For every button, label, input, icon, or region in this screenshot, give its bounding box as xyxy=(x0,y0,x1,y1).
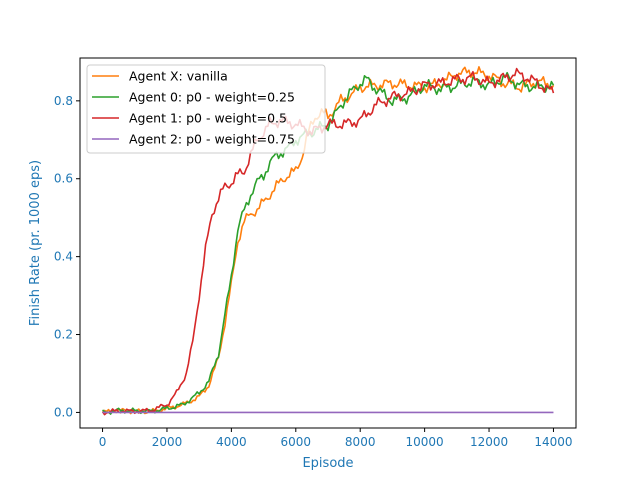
series-line-0 xyxy=(101,66,555,415)
legend-entry-1: Agent 0: p0 - weight=0.25 xyxy=(129,90,295,105)
y-axis-label: Finish Rate (pr. 1000 eps) xyxy=(28,160,43,326)
x-tick-label: 10000 xyxy=(406,435,444,449)
x-tick-label: 12000 xyxy=(470,435,508,449)
series-layer xyxy=(101,66,555,416)
y-tick-label: 0.2 xyxy=(54,328,73,342)
x-axis-label: Episode xyxy=(302,456,353,471)
legend: Agent X: vanilla Agent 0: p0 - weight=0.2… xyxy=(86,64,326,154)
x-tick-label: 8000 xyxy=(345,435,376,449)
x-tick-label: 2000 xyxy=(152,435,183,449)
plot-frame xyxy=(79,57,577,429)
x-tick-label: 0 xyxy=(99,435,107,449)
x-tick-label: 6000 xyxy=(281,435,312,449)
x-axis: 0 2000 4000 6000 8000 10000 12000 14000 xyxy=(99,428,573,449)
x-tick-label: 4000 xyxy=(216,435,247,449)
legend-entry-0: Agent X: vanilla xyxy=(129,69,228,84)
y-tick-label: 0.6 xyxy=(54,172,73,186)
y-axis: 0.0 0.2 0.4 0.6 0.8 xyxy=(54,94,80,419)
y-tick-label: 0.0 xyxy=(54,405,73,419)
legend-entry-3: Agent 2: p0 - weight=0.75 xyxy=(129,132,295,147)
series-line-2 xyxy=(101,67,555,416)
y-tick-label: 0.8 xyxy=(54,94,73,108)
y-tick-label: 0.4 xyxy=(54,250,73,264)
legend-entry-2: Agent 1: p0 - weight=0.5 xyxy=(129,111,287,126)
x-tick-label: 14000 xyxy=(534,435,572,449)
legend-box xyxy=(86,64,326,154)
series-line-1 xyxy=(102,71,555,415)
